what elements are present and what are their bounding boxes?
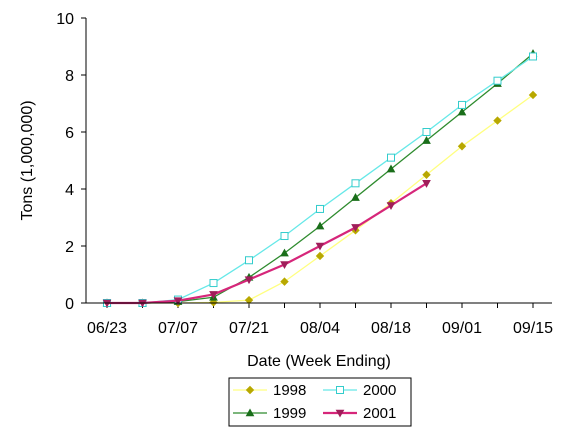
data-point-1999 <box>457 107 467 116</box>
series-1998 <box>102 90 538 308</box>
legend-item-2001: 2001 <box>323 405 396 422</box>
data-point-1998 <box>493 116 502 125</box>
x-tick-label: 09/01 <box>442 320 482 337</box>
data-point-2000 <box>209 279 218 288</box>
legend: 1998 2000 1999 2001 <box>228 377 412 427</box>
data-point-2001 <box>244 276 254 285</box>
series-line-2001 <box>107 182 428 305</box>
legend-label: 1999 <box>273 405 306 422</box>
data-point-2000 <box>529 52 537 61</box>
x-tick-label: 08/18 <box>371 320 411 337</box>
data-point-1998 <box>209 298 218 307</box>
data-point-1999 <box>422 136 431 144</box>
data-point-1999 <box>386 164 396 173</box>
y-tick-label: 2 <box>65 239 74 256</box>
legend-item-1999: 1999 <box>233 405 306 422</box>
y-tick-label: 4 <box>65 182 74 199</box>
y-axis-label: Tons (1,000,000) <box>19 100 36 220</box>
data-point-2001 <box>351 224 360 233</box>
series-line-2000 <box>107 55 534 304</box>
series-line-1999 <box>107 53 534 304</box>
y-tick-label: 6 <box>65 125 74 142</box>
data-point-1999 <box>315 221 325 230</box>
data-point-1998 <box>422 170 431 179</box>
data-point-1998 <box>280 277 289 286</box>
x-axis-label: Date (Week Ending) <box>247 353 391 370</box>
data-point-2001 <box>315 242 325 251</box>
y-tick-label: 8 <box>65 68 74 85</box>
legend-label: 2001 <box>363 405 396 422</box>
legend-box <box>228 377 412 427</box>
data-point-2000 <box>422 128 431 136</box>
series-line-1998 <box>107 94 534 304</box>
y-tick-label: 10 <box>56 11 74 28</box>
legend-label: 1998 <box>273 382 306 399</box>
data-point-1998 <box>315 251 325 261</box>
data-point-2000 <box>316 204 324 213</box>
series-layer <box>102 49 538 308</box>
legend-item-2000: 2000 <box>323 382 396 399</box>
data-point-1998 <box>528 90 538 100</box>
data-point-2000 <box>351 179 360 188</box>
legend-marker-icon <box>335 409 345 418</box>
legend-item-1998: 1998 <box>233 382 306 399</box>
legend-marker-icon <box>245 385 255 395</box>
data-point-2000 <box>280 232 289 241</box>
y-tick-label: 0 <box>65 296 74 313</box>
data-point-2000 <box>458 100 466 109</box>
y-axis-ticks: 0 2 4 6 8 10 <box>56 11 86 313</box>
series-2001 <box>102 180 431 308</box>
x-tick-label: 08/04 <box>300 320 340 337</box>
data-point-2001 <box>422 180 431 188</box>
legend-marker-icon <box>336 386 344 394</box>
data-point-2001 <box>209 291 218 299</box>
legend-marker-icon <box>245 408 255 417</box>
x-tick-label: 09/15 <box>513 320 553 337</box>
data-point-1998 <box>244 295 254 305</box>
legend-label: 2000 <box>363 382 396 399</box>
series-1999 <box>102 49 538 307</box>
data-point-2000 <box>387 153 395 162</box>
x-tick-label: 07/07 <box>158 320 198 337</box>
data-point-2001 <box>386 202 396 211</box>
series-2000 <box>103 52 537 307</box>
data-point-2001 <box>173 297 183 306</box>
data-point-2001 <box>280 261 289 270</box>
data-point-1999 <box>351 193 360 201</box>
data-point-1998 <box>457 142 467 151</box>
data-point-1999 <box>280 248 289 257</box>
x-tick-label: 06/23 <box>87 320 127 337</box>
x-tick-label: 07/21 <box>229 320 269 337</box>
data-point-2000 <box>245 256 253 265</box>
x-axis-ticks: 06/23 07/07 07/21 08/04 08/18 09/01 09/15 <box>87 303 553 337</box>
data-point-2000 <box>493 76 502 85</box>
